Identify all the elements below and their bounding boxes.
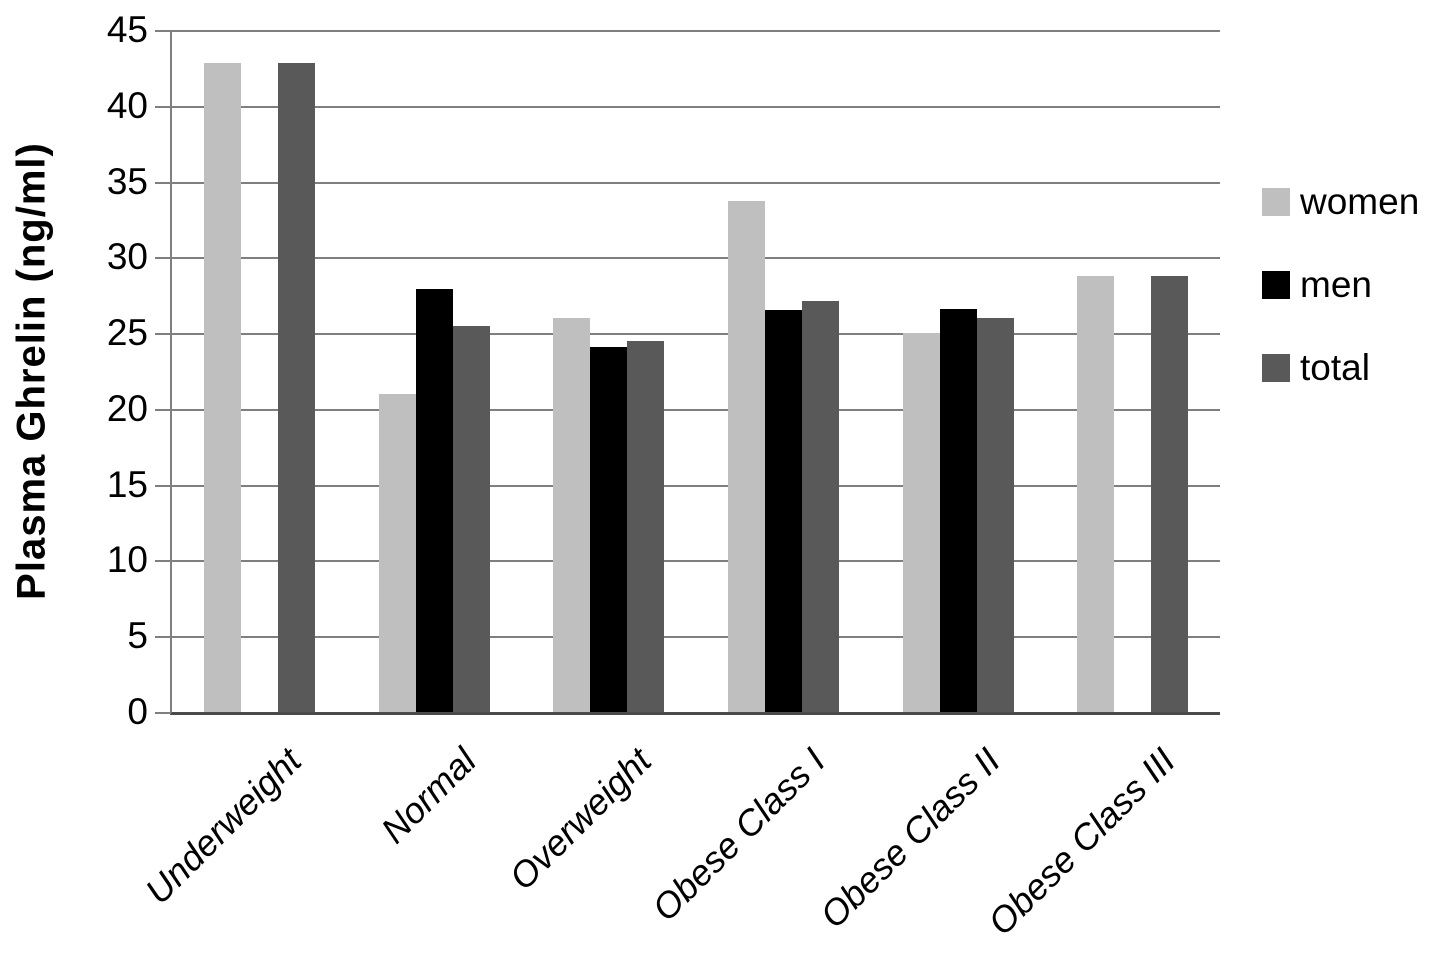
x-label-normal: Normal: [372, 739, 484, 851]
x-label-underweight: Underweight: [137, 739, 310, 912]
gridline-45: [172, 30, 1220, 32]
bar-men-normal: [415, 289, 453, 712]
gridline-10: [172, 560, 1220, 563]
bar-group-underweight: [172, 30, 347, 712]
bar-women-obese-class-i: [727, 201, 765, 712]
bar-slot-women-obese-class-i: [727, 30, 765, 712]
legend-swatch-men: [1262, 270, 1290, 299]
bar-men-obese-class-ii: [939, 308, 977, 712]
bar-slot-total-obese-class-i: [801, 30, 839, 712]
bar-women-underweight: [203, 63, 241, 712]
bar-total-underweight: [277, 63, 315, 712]
y-tick-mark-20: [155, 408, 170, 411]
x-axis-labels: Underweight Normal Overweight Obese Class I…: [137, 712, 1218, 963]
y-tick-mark-35: [155, 181, 170, 184]
y-tick-label-40: 40: [106, 84, 148, 126]
legend-swatch-women: [1262, 187, 1290, 216]
bar-slot-men-obese-class-i: [764, 30, 802, 712]
gridline-25: [172, 333, 1220, 336]
bar-slot-total-underweight: [277, 30, 315, 712]
y-tick-mark-40: [155, 105, 170, 108]
y-tick-label-20: 20: [106, 387, 148, 429]
legend-swatch-total: [1262, 353, 1290, 382]
gridline-15: [172, 484, 1220, 487]
bar-women-obese-class-iii: [1077, 275, 1115, 712]
y-axis-labels: 45 40 35 30 25 20 15 10 5 0: [0, 11, 148, 730]
y-tick-label-45: 45: [106, 8, 148, 50]
bar-women-obese-class-ii: [902, 333, 940, 712]
y-tick-mark-0: [155, 712, 170, 714]
y-tick-mark-10: [155, 560, 170, 563]
y-tick-mark-15: [155, 484, 170, 487]
bar-slot-men-underweight: [241, 30, 278, 712]
legend: women men total: [1262, 183, 1419, 432]
bar-slot-women-obese-class-iii: [1077, 30, 1115, 712]
y-tick-label-25: 25: [106, 311, 148, 353]
y-tick-mark-5: [155, 636, 170, 639]
y-tick-label-5: 5: [127, 614, 148, 656]
legend-item-women: women: [1262, 183, 1419, 220]
bar-slot-women-normal: [378, 30, 416, 712]
gridline-40: [172, 105, 1220, 108]
legend-label-women: women: [1300, 181, 1420, 222]
bar-men-overweight: [590, 346, 628, 712]
bar-slot-women-overweight: [553, 30, 591, 712]
y-tick-mark-30: [155, 257, 170, 260]
bar-slot-total-obese-class-ii: [976, 30, 1014, 712]
bar-slot-men-obese-class-ii: [939, 30, 977, 712]
bar-total-overweight: [627, 340, 665, 712]
gridline-35: [172, 181, 1220, 184]
y-tick-label-15: 15: [106, 463, 148, 505]
x-label-overweight: Overweight: [500, 739, 659, 898]
y-tick-mark-25: [155, 333, 170, 336]
bar-slot-women-underweight: [203, 30, 241, 712]
legend-item-men: men: [1262, 266, 1419, 303]
bar-slot-men-overweight: [590, 30, 628, 712]
bar-total-obese-class-ii: [976, 317, 1014, 712]
bar-slot-total-overweight: [627, 30, 665, 712]
x-label-obese-class-i: Obese Class I: [644, 739, 834, 929]
bar-group-obese-class-i: [696, 30, 871, 712]
bar-slot-women-obese-class-ii: [902, 30, 940, 712]
x-label-obese-class-iii: Obese Class III: [979, 739, 1183, 943]
bar-groups: [172, 30, 1220, 712]
y-tick-label-35: 35: [106, 160, 148, 202]
bar-slot-men-obese-class-iii: [1114, 30, 1151, 712]
gridline-5: [172, 636, 1220, 639]
gridline-30: [172, 257, 1220, 260]
bar-slot-total-normal: [452, 30, 490, 712]
bar-group-overweight: [521, 30, 696, 712]
plot-area: [155, 30, 1220, 715]
legend-item-total: total: [1262, 349, 1419, 386]
bar-group-obese-class-iii: [1045, 30, 1220, 712]
legend-label-total: total: [1300, 347, 1370, 388]
y-tick-label-0: 0: [127, 690, 148, 732]
bar-total-obese-class-i: [801, 301, 839, 712]
legend-label-men: men: [1300, 264, 1372, 305]
gridline-20: [172, 408, 1220, 411]
y-tick-mark-45: [155, 30, 170, 32]
y-tick-label-30: 30: [106, 236, 148, 278]
bar-group-normal: [347, 30, 522, 712]
bar-total-obese-class-iii: [1151, 275, 1189, 712]
bar-total-normal: [452, 325, 490, 712]
bar-women-overweight: [553, 317, 591, 712]
bar-men-obese-class-i: [764, 310, 802, 712]
y-tick-label-10: 10: [106, 539, 148, 581]
bar-women-normal: [378, 393, 416, 712]
x-label-obese-class-ii: Obese Class II: [811, 739, 1008, 936]
bar-slot-total-obese-class-iii: [1151, 30, 1189, 712]
bar-group-obese-class-ii: [871, 30, 1046, 712]
bar-slot-men-normal: [415, 30, 453, 712]
